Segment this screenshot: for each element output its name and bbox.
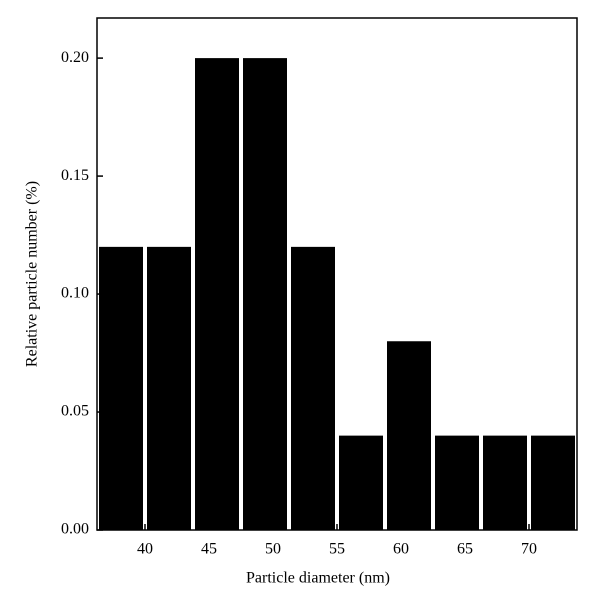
x-tick-label: 55: [329, 541, 345, 558]
y-axis-label: Relative particle number (%): [24, 181, 41, 367]
x-tick-label: 70: [521, 541, 537, 558]
x-tick-label: 50: [265, 541, 281, 558]
bar: [339, 435, 383, 530]
y-tick-label: 0.00: [61, 521, 89, 538]
x-tick-label: 65: [457, 541, 473, 558]
bar: [195, 58, 239, 531]
y-tick-label: 0.20: [61, 49, 89, 66]
bar: [435, 435, 479, 530]
bar: [243, 58, 287, 531]
bar: [99, 246, 143, 530]
y-tick-label: 0.15: [61, 167, 89, 184]
bar: [147, 246, 191, 530]
x-tick-label: 45: [201, 541, 217, 558]
y-tick-label: 0.10: [61, 285, 89, 302]
y-tick-label: 0.05: [61, 403, 89, 420]
x-axis-label: Particle diameter (nm): [246, 570, 390, 587]
bar: [387, 341, 431, 530]
x-tick-label: 40: [137, 541, 153, 558]
bar: [531, 435, 575, 530]
x-tick-label: 60: [393, 541, 409, 558]
bar: [483, 435, 527, 530]
bar: [291, 246, 335, 530]
